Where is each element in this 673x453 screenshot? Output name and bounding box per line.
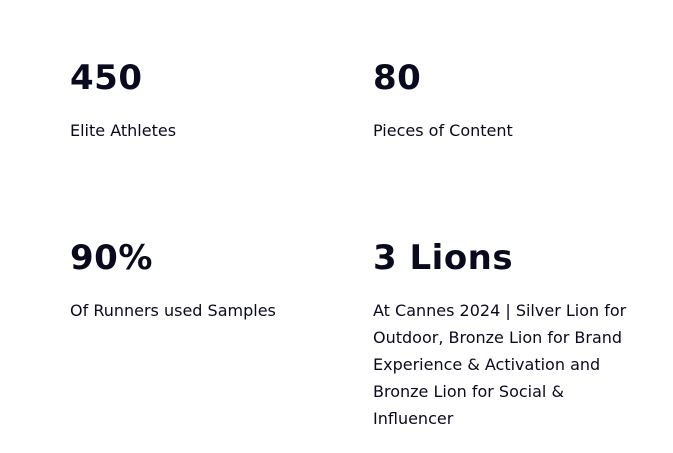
stat-label: At Cannes 2024 | Silver Lion for Outdoor… bbox=[373, 301, 627, 428]
stat-value: 90% bbox=[70, 238, 153, 278]
stat-runners-samples: 90% Of Runners used Samples bbox=[70, 238, 330, 324]
stat-label: Elite Athletes bbox=[70, 121, 177, 140]
stat-elite-athletes: 450 Elite Athletes bbox=[70, 58, 330, 144]
stat-value: 3 Lions bbox=[373, 238, 514, 278]
stat-label: Of Runners used Samples bbox=[70, 301, 276, 320]
stat-value: 450 bbox=[70, 58, 143, 98]
stat-cannes-lions: 3 Lions At Cannes 2024 | Silver Lion for… bbox=[373, 238, 648, 432]
stat-value: 80 bbox=[373, 58, 422, 98]
stat-label: Pieces of Content bbox=[373, 121, 513, 140]
stat-pieces-of-content: 80 Pieces of Content bbox=[373, 58, 653, 144]
